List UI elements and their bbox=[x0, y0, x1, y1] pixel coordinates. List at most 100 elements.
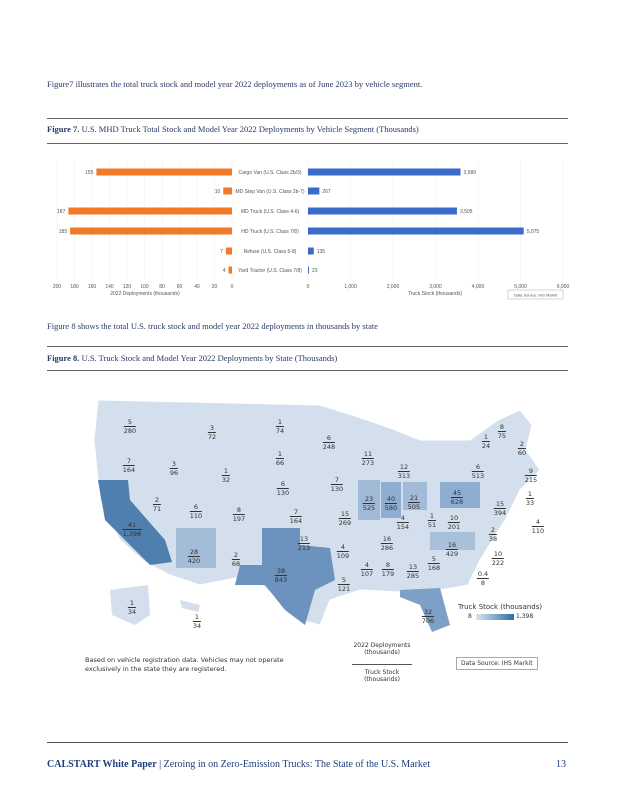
deployment-value: 10 bbox=[215, 189, 221, 195]
state-deployments: 1 bbox=[275, 450, 285, 459]
footer-brand: CALSTART White Paper bbox=[47, 759, 157, 770]
figure7-label: Figure 7. bbox=[47, 124, 80, 134]
state-label-tn: 16 286 bbox=[380, 535, 394, 552]
state-deployments: 1 bbox=[127, 599, 137, 608]
state-stock: 96 bbox=[169, 469, 179, 477]
state-deployments: 7 bbox=[330, 476, 344, 485]
state-label-nc: 16 429 bbox=[445, 541, 459, 558]
state-deployments: 2 bbox=[488, 526, 498, 535]
state-deployments: 41 bbox=[122, 521, 142, 530]
map-note: Based on vehicle registration data. Vehi… bbox=[85, 656, 284, 673]
state-deployments: 10 bbox=[491, 550, 505, 559]
page-number: 13 bbox=[556, 759, 566, 770]
state-deployments: 32 bbox=[421, 608, 435, 617]
state-stock: 168 bbox=[427, 564, 441, 572]
state-deployments: 6 bbox=[322, 434, 336, 443]
state-label-nj: 15 394 bbox=[493, 500, 507, 517]
category-label: MD Truck (U.S. Class 4-6) bbox=[241, 209, 300, 215]
state-label-ma: 9 215 bbox=[524, 467, 538, 484]
state-label-ny: 6 513 bbox=[471, 463, 485, 480]
right-tick-label: 3,000 bbox=[429, 284, 442, 290]
left-tick-label: 100 bbox=[140, 284, 149, 290]
deployment-bar bbox=[223, 187, 232, 195]
state-stock: 68 bbox=[231, 560, 241, 568]
state-stock: 513 bbox=[471, 472, 485, 480]
state-stock: 1,398 bbox=[122, 530, 142, 538]
state-label-sd: 1 66 bbox=[275, 450, 285, 467]
state-label-pa: 45 628 bbox=[450, 489, 464, 506]
state-label-in: 40 580 bbox=[384, 495, 398, 512]
state-deployments: 12 bbox=[397, 463, 411, 472]
state-stock: 110 bbox=[531, 527, 545, 535]
state-stock: 280 bbox=[123, 427, 137, 435]
state-deployments: 10 bbox=[447, 514, 461, 523]
state-stock: 75 bbox=[497, 432, 507, 440]
state-deployments: 13 bbox=[297, 535, 311, 544]
state-label-vt: 1 24 bbox=[481, 433, 491, 450]
state-stock: 164 bbox=[122, 466, 136, 474]
state-stock: 628 bbox=[450, 498, 464, 506]
divider bbox=[47, 370, 568, 371]
state-label-ia: 7 130 bbox=[330, 476, 344, 493]
left-tick-label: 180 bbox=[70, 284, 79, 290]
footer-rule bbox=[47, 742, 568, 743]
state-stock: 33 bbox=[525, 499, 535, 507]
state-deployments: 11 bbox=[361, 450, 375, 459]
state-label-wy: 1 32 bbox=[221, 467, 231, 484]
state-stock: 313 bbox=[397, 472, 411, 480]
state-label-tx: 38 843 bbox=[274, 567, 288, 584]
map-state-fl bbox=[400, 588, 450, 632]
legend-gradient bbox=[476, 614, 514, 620]
deployment-bar bbox=[96, 168, 232, 176]
state-label-ga: 13 285 bbox=[406, 563, 420, 580]
right-tick-label: 6,000 bbox=[557, 284, 570, 290]
state-label-ms: 4 107 bbox=[360, 561, 374, 578]
state-deployments: 7 bbox=[122, 457, 136, 466]
state-stock: 34 bbox=[127, 608, 137, 616]
state-deployments: 6 bbox=[276, 480, 290, 489]
state-deployments: 0.4 bbox=[476, 570, 490, 579]
state-label-wv: 1 51 bbox=[427, 512, 437, 529]
state-stock: 38 bbox=[488, 535, 498, 543]
state-stock: 130 bbox=[330, 485, 344, 493]
state-deployments: 1 bbox=[275, 418, 285, 427]
state-stock: 60 bbox=[517, 449, 527, 457]
deployment-bar bbox=[68, 207, 232, 215]
legend-max: 1,398 bbox=[516, 613, 534, 620]
state-stock: 248 bbox=[322, 443, 336, 451]
state-deployments: 45 bbox=[450, 489, 464, 498]
state-label-ks: 7 164 bbox=[289, 508, 303, 525]
stock-value: 3,505 bbox=[460, 209, 473, 215]
state-deployments: 3 bbox=[169, 460, 179, 469]
state-stock: 32 bbox=[221, 476, 231, 484]
state-label-ut: 6 110 bbox=[189, 503, 203, 520]
state-deployments: 5 bbox=[123, 418, 137, 427]
state-stock: 394 bbox=[493, 509, 507, 517]
state-stock: 109 bbox=[336, 552, 350, 560]
state-deployments: 8 bbox=[232, 506, 246, 515]
state-stock: 154 bbox=[396, 523, 410, 531]
right-tick-label: 5,000 bbox=[514, 284, 527, 290]
state-stock: 164 bbox=[289, 517, 303, 525]
category-label: MD Step Van (U.S. Class 2b-7) bbox=[235, 189, 304, 195]
state-label-sc: 5 168 bbox=[427, 555, 441, 572]
key-deployments: 2022 Deployments (thousands) bbox=[353, 642, 411, 656]
left-tick-label: 20 bbox=[212, 284, 218, 290]
map-state-pa bbox=[440, 482, 480, 508]
figure8-label: Figure 8. bbox=[47, 353, 80, 363]
state-deployments: 28 bbox=[187, 548, 201, 557]
state-stock: 110 bbox=[189, 512, 203, 520]
deployment-bar bbox=[228, 266, 232, 274]
right-tick-label: 0 bbox=[307, 284, 310, 290]
state-stock: 71 bbox=[152, 505, 162, 513]
state-deployments: 21 bbox=[407, 494, 421, 503]
right-tick-label: 2,000 bbox=[387, 284, 400, 290]
map-state-hi bbox=[180, 600, 200, 612]
category-label: Cargo Van (U.S. Class 2b/3) bbox=[239, 170, 302, 176]
state-deployments: 5 bbox=[427, 555, 441, 564]
state-stock: 273 bbox=[361, 459, 375, 467]
key-divider bbox=[352, 664, 412, 665]
map-state-az bbox=[176, 528, 216, 568]
state-stock: 121 bbox=[337, 585, 351, 593]
